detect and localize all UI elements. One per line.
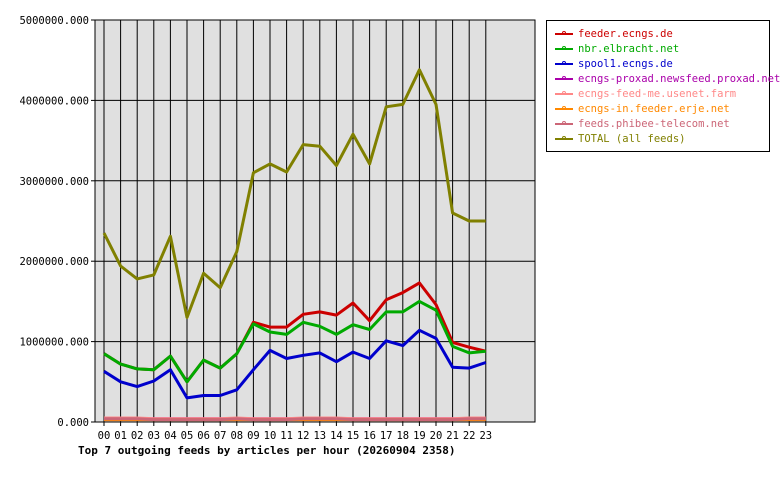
legend-item: feeder.ecngs.de (555, 26, 673, 41)
x-tick-label: 14 (330, 430, 343, 442)
legend-item: ecngs-in.feeder.erje.net (555, 101, 730, 116)
legend-item: TOTAL (all feeds) (555, 131, 685, 146)
legend-item: feeds.phibee-telecom.net (555, 116, 730, 131)
legend-label: feeds.phibee-telecom.net (578, 117, 730, 130)
legend: feeder.ecngs.de nbr.elbracht.net spool1.ec… (546, 20, 780, 152)
x-tick-label: 07 (214, 430, 227, 442)
legend-item: ecngs-feed-me.usenet.farm (555, 86, 736, 101)
x-axis-ticks: 00 01 02 03 04 05 06 07 08 09 10 11 12 13 14 15 16 17 18 19… (98, 422, 492, 442)
legend-swatch-icon (555, 75, 573, 82)
x-tick-label: 08 (230, 430, 243, 442)
x-tick-label: 00 (98, 430, 111, 442)
series-line-6 (104, 417, 486, 422)
legend-label: TOTAL (all feeds) (578, 132, 686, 145)
series-line-2 (103, 328, 487, 400)
legend-swatch-icon (555, 30, 573, 37)
x-tick-label: 09 (247, 430, 260, 442)
legend-swatch-icon (555, 105, 573, 112)
legend-item: ecngs-proxad.newsfeed.proxad.net (555, 71, 780, 86)
legend-swatch-icon (555, 60, 573, 67)
x-tick-label: 02 (131, 430, 144, 442)
x-tick-label: 15 (347, 430, 360, 442)
x-tick-label: 19 (413, 430, 426, 442)
y-axis-ticks: 0.000 1000000.000 2000000.000 3000000.000 40… (19, 15, 95, 429)
series-line-7 (102, 68, 486, 319)
legend-label: ecngs-in.feeder.erje.net (578, 102, 730, 115)
vertical-grid (103, 20, 487, 422)
legend-label: nbr.elbracht.net (578, 42, 680, 55)
legend-swatch-icon (555, 135, 573, 142)
plot-border (94, 19, 536, 423)
x-tick-label: 20 (430, 430, 443, 442)
x-tick-label: 06 (197, 430, 210, 442)
legend-swatch-icon (555, 90, 573, 97)
y-tick-label: 0.000 (57, 417, 89, 429)
x-tick-label: 11 (280, 430, 293, 442)
legend-label: ecngs-feed-me.usenet.farm (578, 87, 737, 100)
x-tick-label: 21 (446, 430, 459, 442)
y-tick-label: 3000000.000 (19, 176, 89, 188)
legend-label: spool1.ecngs.de (578, 57, 673, 70)
x-tick-label: 13 (313, 430, 326, 442)
chart-title: Top 7 outgoing feeds by articles per hou… (78, 444, 456, 457)
legend-swatch-icon (555, 45, 573, 52)
x-tick-label: 16 (363, 430, 376, 442)
x-tick-label: 04 (164, 430, 177, 442)
x-tick-label: 22 (463, 430, 476, 442)
x-tick-label: 05 (181, 430, 194, 442)
y-tick-label: 4000000.000 (19, 95, 89, 107)
x-tick-label: 23 (479, 430, 492, 442)
x-tick-label: 12 (297, 430, 310, 442)
legend-label: ecngs-proxad.newsfeed.proxad.net (578, 72, 780, 85)
x-tick-label: 17 (380, 430, 393, 442)
y-tick-label: 5000000.000 (19, 15, 89, 27)
legend-swatch-icon (555, 120, 573, 127)
x-tick-label: 10 (264, 430, 277, 442)
x-tick-label: 18 (396, 430, 409, 442)
y-tick-label: 1000000.000 (19, 337, 89, 349)
series-line-1 (103, 299, 486, 384)
x-tick-label: 03 (147, 430, 160, 442)
x-tick-label: 01 (114, 430, 127, 442)
legend-item: nbr.elbracht.net (555, 41, 679, 56)
legend-label: feeder.ecngs.de (578, 27, 673, 40)
series-lines (102, 68, 487, 422)
y-tick-label: 2000000.000 (19, 256, 89, 268)
legend-item: spool1.ecngs.de (555, 56, 673, 71)
